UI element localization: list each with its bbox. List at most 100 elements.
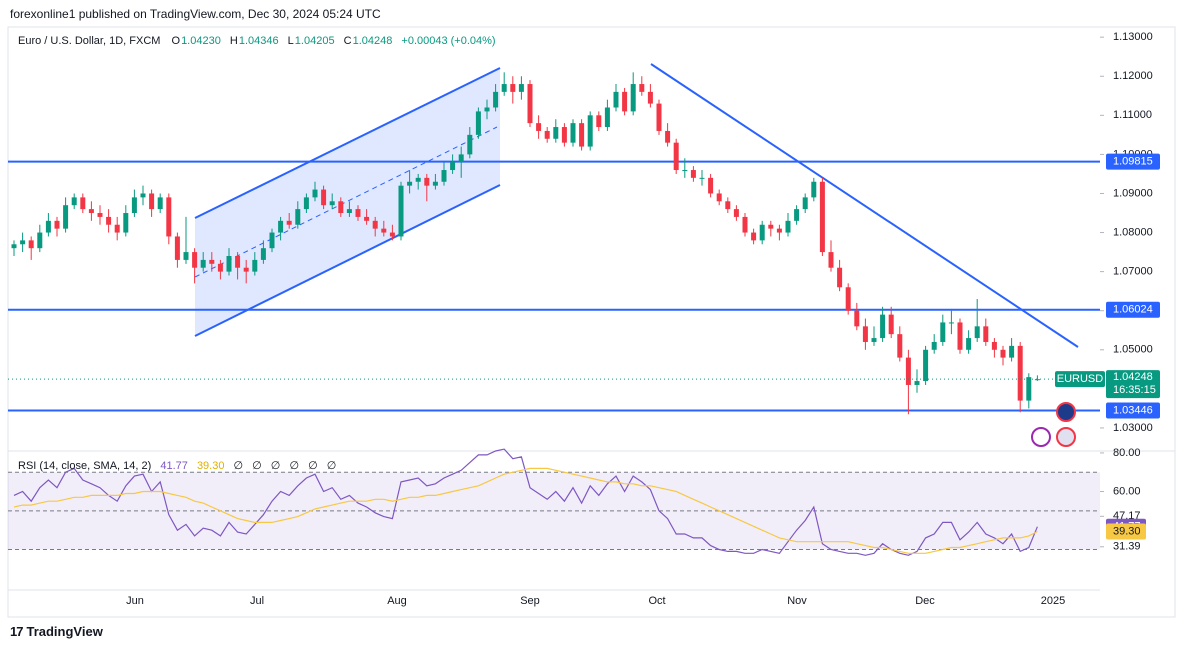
legend-label: O [171, 35, 181, 47]
candle-body [613, 91, 619, 108]
y-tick-label: 1.09000 [1113, 187, 1153, 199]
x-tick-label: Nov [787, 595, 807, 607]
candle-body [665, 130, 671, 143]
candle-body [209, 259, 215, 264]
candle-body [587, 115, 593, 147]
candle-body [63, 205, 69, 229]
level-label: 1.06024 [1113, 304, 1153, 316]
candle-body [656, 103, 662, 131]
candle-body [647, 91, 653, 104]
candle-body [432, 181, 438, 186]
candle-body [579, 123, 585, 147]
sma-tag-label: 39.30 [1113, 525, 1141, 537]
x-tick-label: Aug [387, 595, 407, 607]
level-label: 1.03446 [1113, 404, 1153, 416]
event-icon[interactable] [1056, 402, 1076, 422]
rsi-line [13, 448, 1038, 556]
candle-body [312, 189, 318, 198]
x-tick-label: Jul [250, 595, 264, 607]
price-legend: Euro / U.S. Dollar, 1D, FXCM O1.04230 H1… [18, 35, 502, 47]
brand: 17 TradingView [10, 624, 103, 639]
candle-body [776, 228, 782, 233]
candle-body [217, 263, 223, 272]
candle-body [321, 189, 327, 206]
candle-body [106, 216, 112, 225]
level-tag [1106, 153, 1160, 170]
candle-body [966, 338, 972, 350]
data-layer: 1.130001.120001.110001.100001.090001.080… [8, 31, 1160, 607]
x-tick-label: Dec [915, 595, 935, 607]
level-tag [1106, 301, 1160, 318]
candle-body [37, 232, 43, 249]
candle-body [527, 84, 533, 124]
legend-label: L [287, 35, 294, 47]
candle-body [398, 185, 404, 237]
candle-body [905, 357, 911, 385]
sma-tag [1106, 523, 1146, 540]
candle-body [114, 224, 120, 233]
candle-body [140, 193, 146, 198]
candle-body [407, 181, 413, 186]
candle-body [157, 197, 163, 210]
legend-value: 1.04248 [352, 35, 393, 47]
candle-body [733, 209, 739, 217]
channel-mid [194, 126, 498, 278]
candle-body [441, 170, 447, 182]
candle-body [862, 326, 868, 342]
candle-body [948, 322, 954, 324]
candle-body [501, 84, 507, 92]
flag-icon[interactable] [1056, 427, 1076, 447]
candle-body [561, 127, 567, 143]
candle-body [553, 127, 559, 139]
candle-body [725, 201, 731, 210]
legend-value: 1.04346 [238, 35, 279, 47]
candle-body [837, 267, 843, 288]
candle-body [226, 255, 232, 272]
candle-body [957, 322, 963, 350]
x-tick-label: 2025 [1041, 595, 1065, 607]
candle-body [1034, 379, 1040, 381]
legend-value: 1.04205 [294, 35, 335, 47]
candle-body [983, 326, 989, 342]
dividend-icon[interactable] [1031, 427, 1051, 447]
x-tick-label: Oct [648, 595, 665, 607]
candle-body [372, 220, 378, 229]
candle-body [742, 216, 748, 233]
candle-body [252, 259, 258, 272]
last-price-tag [1106, 370, 1160, 399]
candle-body [544, 130, 550, 139]
candle-body [510, 84, 516, 92]
candle-body [20, 240, 26, 245]
candle-body [811, 181, 817, 198]
candle-body [54, 220, 60, 229]
candle-body [28, 240, 34, 249]
candle-body [518, 84, 524, 92]
candle-body [278, 220, 284, 233]
symbol-tag [1055, 371, 1105, 388]
candle-body [493, 91, 499, 108]
candle-body [974, 326, 980, 339]
candle-body [768, 224, 774, 229]
x-tick-label: Jun [126, 595, 144, 607]
candle-body [630, 84, 636, 112]
x-tick-label: Sep [520, 595, 540, 607]
candle-body [424, 177, 430, 186]
candle-body [97, 213, 103, 217]
y-tick-label: 1.12000 [1113, 70, 1153, 82]
countdown: 16:35:15 [1113, 384, 1156, 396]
candle-body [802, 197, 808, 210]
candle-body [364, 216, 370, 221]
candle-body [785, 220, 791, 233]
channel-lower [194, 184, 501, 337]
candle-body [708, 177, 714, 194]
candle-body [991, 341, 997, 350]
candle-body [622, 91, 628, 112]
rsi-title: RSI (14, close, SMA, 14, 2) [18, 460, 152, 472]
level-tag [1106, 402, 1160, 419]
legend-change: +0.00043 (+0.04%) [401, 35, 496, 47]
candle-body [260, 248, 266, 260]
candle-body [475, 111, 481, 135]
candle-body [940, 322, 946, 342]
